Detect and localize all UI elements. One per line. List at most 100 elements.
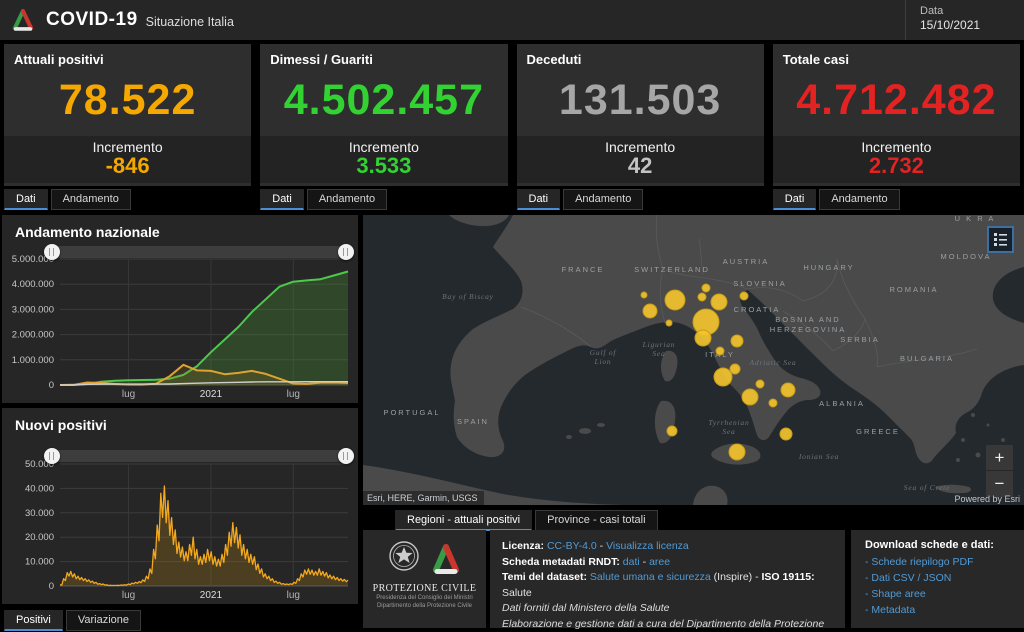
svg-text:40.000: 40.000 <box>25 483 54 494</box>
date-value: 15/10/2021 <box>920 18 981 32</box>
tab-dati[interactable]: Dati <box>4 189 48 210</box>
region-bubble[interactable] <box>779 427 793 441</box>
license-link-visualizza[interactable]: Visualizza licenza <box>606 540 689 552</box>
tab-positivi[interactable]: Positivi <box>4 610 63 631</box>
svg-text:Gulf of: Gulf of <box>590 348 617 357</box>
zoom-in-button[interactable]: + <box>986 445 1013 471</box>
slider-handle-left[interactable] <box>44 244 60 260</box>
region-bubble[interactable] <box>666 425 678 437</box>
region-bubble[interactable] <box>694 329 712 347</box>
region-bubble[interactable] <box>729 363 741 375</box>
footer-logo-box: PROTEZIONE CIVILE Presidenza del Consigl… <box>363 530 486 628</box>
tab-variazione[interactable]: Variazione <box>65 610 142 631</box>
svg-text:4.000.000: 4.000.000 <box>12 279 54 290</box>
europe-map-svg: FRANCE SWITZERLAND AUSTRIA SLOVENIA HUNGARY M… <box>363 215 1024 505</box>
note-ministero: Dati forniti dal Ministero della Salute <box>502 602 670 614</box>
license-label: Licenza: <box>502 540 545 552</box>
region-bubble[interactable] <box>665 319 673 327</box>
region-bubble[interactable] <box>664 289 686 311</box>
metadata-link-aree[interactable]: aree <box>649 555 671 568</box>
svg-text:FRANCE: FRANCE <box>562 265 605 274</box>
nuovi-positivi-chart-canvas[interactable]: 50.000 40.000 30.000 20.000 10.000 0 lug 2021 lu… <box>2 408 358 604</box>
tab-dati[interactable]: Dati <box>260 189 304 210</box>
region-bubble[interactable] <box>642 303 658 319</box>
download-link-shape[interactable]: - Shape aree <box>865 588 926 600</box>
svg-text:Bay of Biscay: Bay of Biscay <box>442 292 494 301</box>
nuovi-positivi-tabs: Positivi Variazione <box>4 610 142 631</box>
svg-text:3.000.000: 3.000.000 <box>12 304 54 315</box>
tab-province[interactable]: Province - casi totali <box>535 510 658 531</box>
svg-text:2021: 2021 <box>200 590 223 601</box>
tab-andamento[interactable]: Andamento <box>563 189 644 210</box>
region-bubble[interactable] <box>755 379 765 389</box>
increment-value: 42 <box>627 153 653 178</box>
stat-cards-row: Attuali positivi 78.522 Incremento -846 Dati… <box>4 44 1020 210</box>
tab-regioni[interactable]: Regioni - attuali positivi <box>395 510 533 531</box>
svg-text:20.000: 20.000 <box>25 532 54 543</box>
svg-text:SWITZERLAND: SWITZERLAND <box>634 265 710 274</box>
footer-logo-title: PROTEZIONE CIVILE <box>372 583 477 594</box>
slider-handle-right[interactable] <box>338 448 354 464</box>
region-bubble[interactable] <box>640 291 648 299</box>
svg-text:SERBIA: SERBIA <box>840 335 880 344</box>
region-bubble[interactable] <box>739 291 749 301</box>
zoom-out-button[interactable]: − <box>986 471 1013 497</box>
time-range-slider[interactable] <box>44 448 354 464</box>
protezione-civile-logo-icon <box>12 9 34 31</box>
tab-andamento[interactable]: Andamento <box>50 189 131 210</box>
svg-text:BOSNIA AND: BOSNIA AND <box>775 315 840 324</box>
stat-card-column: Dimessi / Guariti 4.502.457 Incremento 3.53… <box>260 44 508 210</box>
slider-handle-left[interactable] <box>44 448 60 464</box>
svg-text:0: 0 <box>49 380 54 391</box>
svg-text:MOLDOVA: MOLDOVA <box>941 252 992 261</box>
tab-andamento[interactable]: Andamento <box>819 189 900 210</box>
increment-label: Incremento <box>92 139 163 155</box>
svg-text:CROATIA: CROATIA <box>734 305 781 314</box>
andamento-chart-canvas[interactable]: 5.000.000 4.000.000 3.000.000 2.000.000 1.00… <box>2 215 358 403</box>
metadata-link-dati[interactable]: dati <box>622 555 640 568</box>
tab-dati[interactable]: Dati <box>516 189 561 210</box>
chart-title: Andamento nazionale <box>15 224 160 240</box>
region-bubble[interactable] <box>780 382 796 398</box>
region-bubble[interactable] <box>713 367 733 387</box>
svg-text:HUNGARY: HUNGARY <box>803 263 854 272</box>
date-label: Data <box>920 5 944 17</box>
increment-value: -846 <box>105 153 150 178</box>
license-link-ccby[interactable]: CC-BY-4.0 <box>546 540 597 552</box>
region-bubble[interactable] <box>697 292 707 302</box>
svg-text:HERZEGOVINA: HERZEGOVINA <box>770 325 847 334</box>
svg-text:Sea of Crete: Sea of Crete <box>904 483 950 492</box>
region-bubble[interactable] <box>715 346 725 356</box>
dipartimento-logos <box>388 541 459 574</box>
region-bubble[interactable] <box>741 388 759 406</box>
time-range-slider[interactable] <box>44 244 354 260</box>
region-bubbles <box>640 283 796 461</box>
separator: - <box>596 540 607 552</box>
chart-title: Nuovi positivi <box>15 417 107 433</box>
region-bubble[interactable] <box>710 293 728 311</box>
region-bubble[interactable] <box>728 443 746 461</box>
region-bubble[interactable] <box>768 398 778 408</box>
map-canvas[interactable]: FRANCE SWITZERLAND AUSTRIA SLOVENIA HUNGARY M… <box>363 215 1024 505</box>
card-tabs: Dati Andamento <box>260 189 507 210</box>
themes-link[interactable]: Salute umana e sicurezza <box>589 571 711 583</box>
page-title: COVID-19 <box>46 9 138 30</box>
stat-card-column: Deceduti 131.503 Incremento 42 Dati Andamento <box>516 44 764 210</box>
svg-text:BULGARIA: BULGARIA <box>900 354 954 363</box>
nuovi-positivi-panel: Nuovi positivi 50.000 40.000 30.000 20.000 1… <box>2 408 358 604</box>
legend-button[interactable] <box>987 226 1014 253</box>
themes-mid: (Inspire) - <box>710 571 762 583</box>
card-value: 4.712.482 <box>796 76 997 124</box>
tab-andamento[interactable]: Andamento <box>306 189 388 210</box>
download-link-csv-json[interactable]: - Dati CSV / JSON <box>865 572 952 584</box>
svg-text:AUSTRIA: AUSTRIA <box>723 257 770 266</box>
download-link-metadata[interactable]: - Metadata <box>865 604 916 616</box>
svg-text:0: 0 <box>49 581 54 592</box>
tab-dati[interactable]: Dati <box>772 189 817 210</box>
region-bubble[interactable] <box>701 283 711 293</box>
region-bubble[interactable] <box>730 334 744 348</box>
card-tabs: Dati Andamento <box>516 189 764 210</box>
download-link-pdf[interactable]: - Schede riepilogo PDF <box>865 556 974 568</box>
slider-handle-right[interactable] <box>338 244 354 260</box>
